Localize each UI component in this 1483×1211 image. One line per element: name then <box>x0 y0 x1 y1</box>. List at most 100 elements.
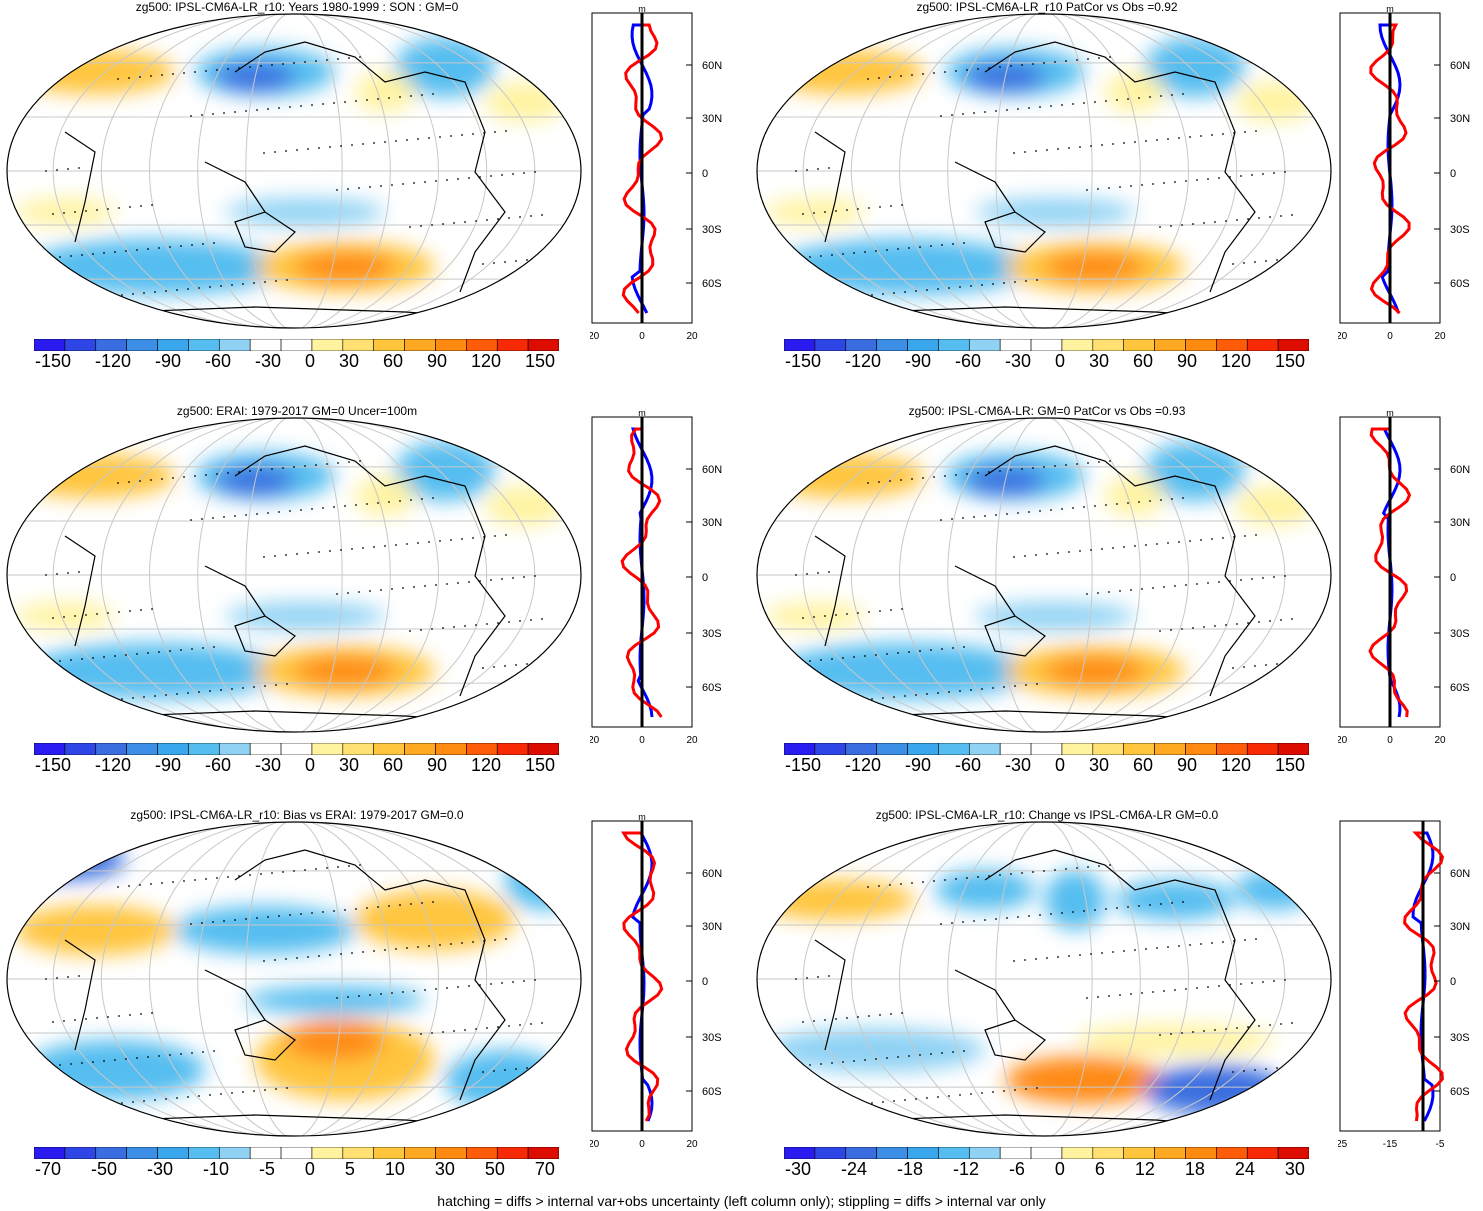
anomaly-positive <box>765 198 865 226</box>
panel-title: zg500: IPSL-CM6A-LR_r10: Bias vs ERAI: 1… <box>130 808 464 822</box>
colorbar-swatch <box>968 1147 1001 1159</box>
anomaly-positive <box>355 72 415 112</box>
colorbar-swatch <box>784 1147 816 1159</box>
colorbar-tick-label: 60 <box>382 351 403 371</box>
profile-frame <box>1339 820 1441 1132</box>
anomaly-positive <box>765 602 865 630</box>
colorbar-tick-label: -90 <box>905 351 932 371</box>
colorbar-tick-label: -150 <box>35 755 72 775</box>
colorbar-tick-label: 18 <box>1184 1159 1205 1179</box>
anomaly-positive <box>765 454 925 498</box>
colorbar-swatch <box>1092 339 1125 351</box>
map-border <box>6 821 582 1137</box>
colorbar-swatch <box>999 1147 1032 1159</box>
panel-title: zg500: IPSL-CM6A-LR_r10: Change vs IPSL-… <box>875 808 1219 822</box>
profile-x-tick-label: -20 <box>590 735 600 746</box>
colorbar-tick-label: 150 <box>524 351 555 371</box>
colorbar-tick-label: -30 <box>1004 755 1031 775</box>
profile-x-tick-label: 0 <box>1387 331 1393 342</box>
zonal-profile: 60N 30N 0 30S 60S -20 0 20 m <box>1338 409 1470 746</box>
colorbar-swatch <box>527 339 559 351</box>
colorbar-tick-label: -60 <box>204 755 231 775</box>
colorbar-tick-label: 60 <box>1132 755 1153 775</box>
colorbar-swatch <box>311 1147 344 1159</box>
zonal-profile: 60N 30N 0 30S 60S -20 0 20 m <box>590 409 722 746</box>
colorbar-tick-label: -30 <box>254 755 281 775</box>
colorbar-swatch <box>249 339 282 351</box>
colorbar-swatch <box>784 339 816 351</box>
colorbar-labels: -150 -120 -90 -60 -30 0 30 60 90 120 150 <box>785 755 1305 776</box>
colorbar-tick-label: 60 <box>1132 351 1153 371</box>
colorbar-tick-label: -150 <box>785 351 822 371</box>
anomaly-positive-core <box>295 252 395 282</box>
latitude-label: 60S <box>702 278 722 290</box>
colorbar-tick-label: 30 <box>1088 351 1109 371</box>
anomaly-positive <box>15 454 175 498</box>
colorbar-tick-label: 120 <box>1220 351 1251 371</box>
colorbar-tick-label: 60 <box>382 755 403 775</box>
colorbar-swatch <box>1185 743 1217 755</box>
anomaly-positive <box>1105 476 1165 516</box>
colorbar-swatch <box>404 1147 436 1159</box>
colorbar-swatch <box>64 1147 97 1159</box>
colorbar-swatch <box>157 743 189 755</box>
profile-unit-label: m <box>1386 5 1394 14</box>
colorbar-swatch <box>342 1147 375 1159</box>
colorbar-swatch <box>126 743 158 755</box>
map-border <box>6 13 582 329</box>
model-profile-line <box>621 831 664 1122</box>
anomaly-positive <box>485 82 565 122</box>
colorbar-labels: -150 -120 -90 -60 -30 0 30 60 90 120 150 <box>35 755 555 776</box>
colorbar-swatch <box>34 1147 66 1159</box>
map-border <box>6 417 582 733</box>
latitude-label: 60S <box>702 1086 722 1098</box>
anomaly-negative <box>1145 37 1245 97</box>
profile-x-tick-label: -25 <box>1338 1139 1348 1150</box>
colorbar-swatch <box>814 743 847 755</box>
coastline <box>64 41 506 318</box>
colorbar-tick-label: -10 <box>202 1159 229 1179</box>
colorbar-tick-label: -60 <box>954 351 981 371</box>
profile-x-tick-label: 20 <box>686 735 698 746</box>
colorbar-tick-label: 150 <box>1274 755 1305 775</box>
model-profile-line <box>1403 831 1445 1122</box>
colorbar-tick-label: -90 <box>905 755 932 775</box>
latitude-label: 60S <box>1450 682 1470 694</box>
colorbar-swatch <box>373 339 405 351</box>
panel-title: zg500: IPSL-CM6A-LR_r10 PatCor vs Obs =0… <box>916 0 1178 14</box>
meridian-line <box>899 14 1189 328</box>
colorbar-swatch <box>373 743 405 755</box>
footer-note: hatching = diffs > internal var+obs unce… <box>437 1193 1046 1209</box>
meridian-line <box>899 418 1189 732</box>
meridian-line <box>995 822 1093 1136</box>
profile-x-tick-label: -20 <box>590 331 600 342</box>
profile-unit-label: m <box>638 5 646 14</box>
profile-x-tick-label: 0 <box>639 331 645 342</box>
anomaly-positive <box>485 486 565 526</box>
panel-title: zg500: IPSL-CM6A-LR: GM=0 PatCor vs Obs … <box>908 404 1186 418</box>
anomaly-negative <box>175 906 355 954</box>
colorbar-swatch <box>527 743 559 755</box>
latitude-label: 60N <box>702 60 722 72</box>
map-plot <box>756 417 1332 733</box>
colorbar-tick-label: 70 <box>534 1159 555 1179</box>
anomaly-negative <box>765 1028 985 1072</box>
colorbar-swatch <box>968 339 1001 351</box>
meridian-line <box>52 14 536 328</box>
colorbar-swatch <box>64 339 97 351</box>
anomaly-negative <box>25 1040 205 1100</box>
meridian-line <box>52 822 536 1136</box>
profile-x-tick-label: 20 <box>1434 735 1446 746</box>
colorbar-tick-label: 0 <box>304 755 315 775</box>
colorbar-labels: -150 -120 -90 -60 -30 0 30 60 90 120 150 <box>35 351 555 372</box>
colorbar-tick-label: -90 <box>155 755 182 775</box>
map-border <box>756 821 1332 1137</box>
colorbar-swatch <box>1246 1147 1279 1159</box>
anomaly-negative <box>395 441 495 501</box>
map-plot <box>6 821 582 1137</box>
colorbar-tick-label: -120 <box>845 351 882 371</box>
anomaly-positive <box>15 198 115 226</box>
colorbar-swatch <box>938 743 970 755</box>
colorbar-tick-label: 24 <box>1234 1159 1255 1179</box>
anomaly-negative <box>935 870 1035 910</box>
